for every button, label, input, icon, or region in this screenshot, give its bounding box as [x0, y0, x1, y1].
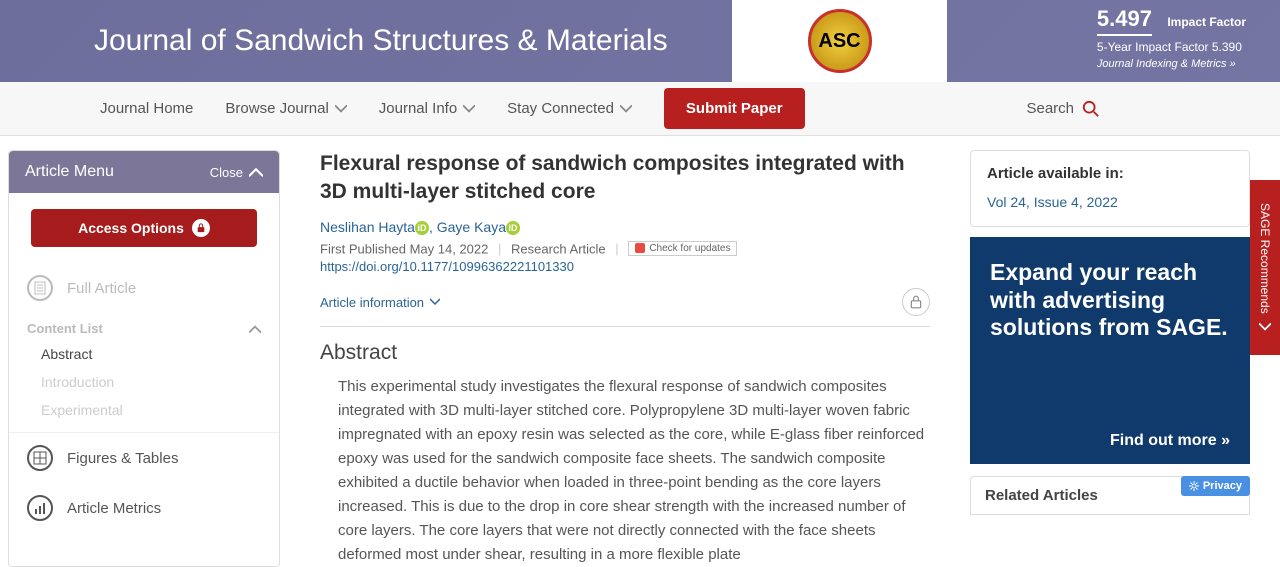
ad-cta: Find out more » — [1110, 432, 1230, 450]
article-type: Research Article — [511, 241, 606, 256]
main-content: Article Menu Close Access Options Full A… — [0, 136, 1280, 567]
journal-title[interactable]: Journal of Sandwich Structures & Materia… — [94, 24, 668, 58]
content-list-label: Content List — [27, 321, 103, 336]
article-info-label: Article information — [320, 295, 424, 310]
check-updates-button[interactable]: Check for updates — [628, 241, 737, 256]
authors-line: Neslihan HaytaiD, Gaye KayaiD — [320, 219, 930, 235]
impact-factor-label: Impact Factor — [1167, 15, 1246, 29]
chevron-up-icon — [249, 325, 261, 333]
document-icon — [27, 275, 53, 301]
doi-link[interactable]: https://doi.org/10.1177/1099636222110133… — [320, 259, 574, 274]
abstract-text: This experimental study investigates the… — [320, 375, 930, 567]
available-in-box: Article available in: Vol 24, Issue 4, 2… — [970, 150, 1250, 227]
article-info-row: Article information — [320, 288, 930, 327]
chevron-down-icon — [620, 103, 632, 115]
chevron-up-icon — [249, 167, 263, 177]
related-label: Related Articles — [985, 487, 1098, 504]
nav-browse-journal[interactable]: Browse Journal — [225, 100, 346, 117]
access-lock-icon[interactable] — [902, 288, 930, 316]
author-link[interactable]: Gaye Kaya — [437, 219, 506, 235]
privacy-button[interactable]: Privacy — [1181, 476, 1250, 496]
chevron-down-icon — [463, 103, 475, 115]
article-menu-sidebar: Article Menu Close Access Options Full A… — [8, 150, 280, 567]
nav-stay-label: Stay Connected — [507, 100, 614, 117]
search-icon — [1082, 100, 1100, 118]
abstract-heading: Abstract — [320, 341, 930, 365]
available-title: Article available in: — [987, 165, 1233, 182]
orcid-icon[interactable]: iD — [506, 221, 520, 235]
toc-experimental[interactable]: Experimental — [9, 396, 279, 424]
access-options-button[interactable]: Access Options — [31, 209, 257, 247]
sage-recommends-tab[interactable]: SAGE Recommends — [1250, 180, 1280, 355]
sage-tab-label: SAGE Recommends — [1258, 203, 1272, 314]
submit-paper-button[interactable]: Submit Paper — [664, 88, 805, 129]
sidebar-title: Article Menu — [25, 163, 114, 181]
sidebar-item-figures[interactable]: Figures & Tables — [9, 432, 279, 483]
abstract-section: Abstract This experimental study investi… — [320, 341, 930, 567]
nav-journal-info[interactable]: Journal Info — [379, 100, 475, 117]
nav-browse-label: Browse Journal — [225, 100, 328, 117]
orcid-icon[interactable]: iD — [415, 221, 429, 235]
metrics-label: Article Metrics — [67, 500, 161, 517]
impact-factor-value: 5.497 — [1097, 6, 1152, 36]
search-button[interactable]: Search — [1026, 100, 1100, 118]
article-main: Flexural response of sandwich composites… — [320, 150, 930, 567]
close-label: Close — [210, 165, 243, 180]
content-list-header[interactable]: Content List — [9, 313, 279, 340]
chevron-down-icon — [430, 298, 440, 306]
privacy-label: Privacy — [1203, 480, 1242, 492]
right-column: Article available in: Vol 24, Issue 4, 2… — [970, 150, 1250, 567]
published-date: First Published May 14, 2022 — [320, 241, 488, 256]
article-title: Flexural response of sandwich composites… — [320, 150, 930, 207]
journal-header: Journal of Sandwich Structures & Materia… — [0, 0, 1280, 82]
sidebar-item-metrics[interactable]: Article Metrics — [9, 483, 279, 533]
author-link[interactable]: Neslihan Hayta — [320, 219, 415, 235]
nav-journal-home[interactable]: Journal Home — [100, 100, 193, 117]
ad-headline: Expand your reach with advertising solut… — [990, 259, 1230, 342]
issue-link[interactable]: Vol 24, Issue 4, 2022 — [987, 194, 1118, 210]
check-updates-label: Check for updates — [649, 243, 730, 254]
chevron-down-icon — [1259, 322, 1271, 332]
sidebar-header[interactable]: Article Menu Close — [9, 151, 279, 193]
table-icon — [27, 445, 53, 471]
full-article-label: Full Article — [67, 280, 136, 297]
article-meta: First Published May 14, 2022 | Research … — [320, 241, 930, 257]
article-information-toggle[interactable]: Article information — [320, 295, 440, 310]
society-logo-box: ASC — [732, 0, 947, 82]
sidebar-close[interactable]: Close — [210, 165, 263, 180]
indexing-link[interactable]: Journal Indexing & Metrics » — [1097, 58, 1246, 70]
nav-stay-connected[interactable]: Stay Connected — [507, 100, 632, 117]
toc-introduction[interactable]: Introduction — [9, 368, 279, 396]
nav-info-label: Journal Info — [379, 100, 457, 117]
five-year-impact: 5-Year Impact Factor 5.390 — [1097, 40, 1246, 54]
toc-abstract[interactable]: Abstract — [9, 340, 279, 368]
society-logo[interactable]: ASC — [808, 9, 872, 73]
sidebar-item-full-article[interactable]: Full Article — [9, 263, 279, 313]
related-articles-header: Related Articles Privacy — [970, 476, 1250, 515]
access-label: Access Options — [78, 220, 184, 236]
crossmark-icon — [635, 243, 645, 253]
chevron-down-icon — [335, 103, 347, 115]
sage-ad[interactable]: Expand your reach with advertising solut… — [970, 237, 1250, 464]
metrics-box: 5.497 Impact Factor 5-Year Impact Factor… — [1097, 6, 1246, 70]
gear-icon — [1189, 481, 1199, 491]
chart-icon — [27, 495, 53, 521]
search-label: Search — [1026, 100, 1074, 117]
figures-label: Figures & Tables — [67, 450, 178, 467]
lock-icon — [192, 219, 210, 237]
main-nav: Journal Home Browse Journal Journal Info… — [0, 82, 1280, 136]
